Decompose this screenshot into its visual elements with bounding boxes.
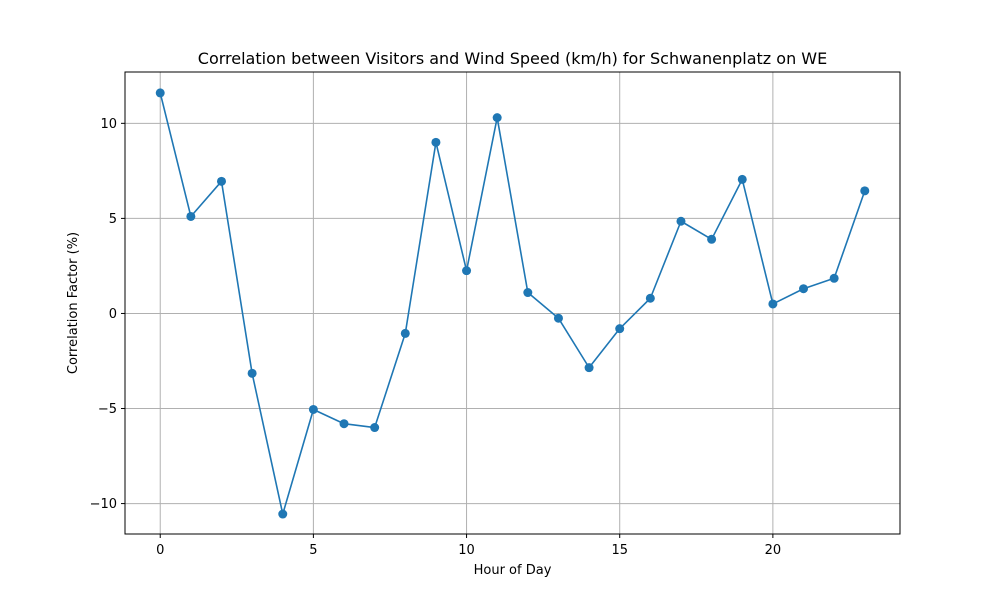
data-point — [186, 211, 196, 221]
data-point — [370, 423, 380, 433]
data-point — [308, 404, 318, 414]
data-point — [247, 368, 257, 378]
data-point — [768, 299, 778, 309]
data-point — [584, 363, 594, 373]
data-point — [492, 113, 502, 123]
x-tick-label: 15 — [611, 543, 628, 558]
data-point — [216, 176, 226, 186]
y-tick-label: −10 — [90, 497, 117, 512]
data-point — [615, 324, 625, 334]
data-point — [278, 509, 288, 519]
data-point — [737, 174, 747, 184]
chart-title: Correlation between Visitors and Wind Sp… — [198, 49, 827, 68]
y-tick-label: 5 — [109, 212, 117, 227]
x-tick-label: 5 — [309, 543, 317, 558]
axis-ticks: 0 5 10 15 20 −10 −5 0 5 10 — [90, 117, 782, 558]
y-axis-title: Correlation Factor (%) — [66, 232, 81, 374]
series-line — [159, 92, 866, 515]
data-point — [155, 88, 165, 98]
data-point — [860, 186, 870, 196]
x-tick-label: 10 — [458, 543, 475, 558]
y-tick-label: 0 — [109, 307, 117, 322]
data-point — [829, 273, 839, 283]
data-point — [707, 234, 717, 244]
data-point — [400, 328, 410, 338]
y-tick-label: 10 — [100, 117, 117, 132]
x-tick-label: 0 — [156, 543, 164, 558]
data-series — [155, 88, 870, 519]
data-point — [462, 266, 472, 276]
y-tick-label: −5 — [98, 402, 117, 417]
x-tick-label: 20 — [765, 543, 782, 558]
data-point — [553, 313, 563, 323]
data-point — [645, 293, 655, 303]
plot-frame — [124, 71, 901, 535]
x-axis-title: Hour of Day — [474, 563, 552, 578]
data-point — [676, 216, 686, 226]
data-point — [431, 137, 441, 147]
data-point — [339, 419, 349, 429]
data-point — [523, 288, 533, 298]
data-point — [799, 284, 809, 294]
